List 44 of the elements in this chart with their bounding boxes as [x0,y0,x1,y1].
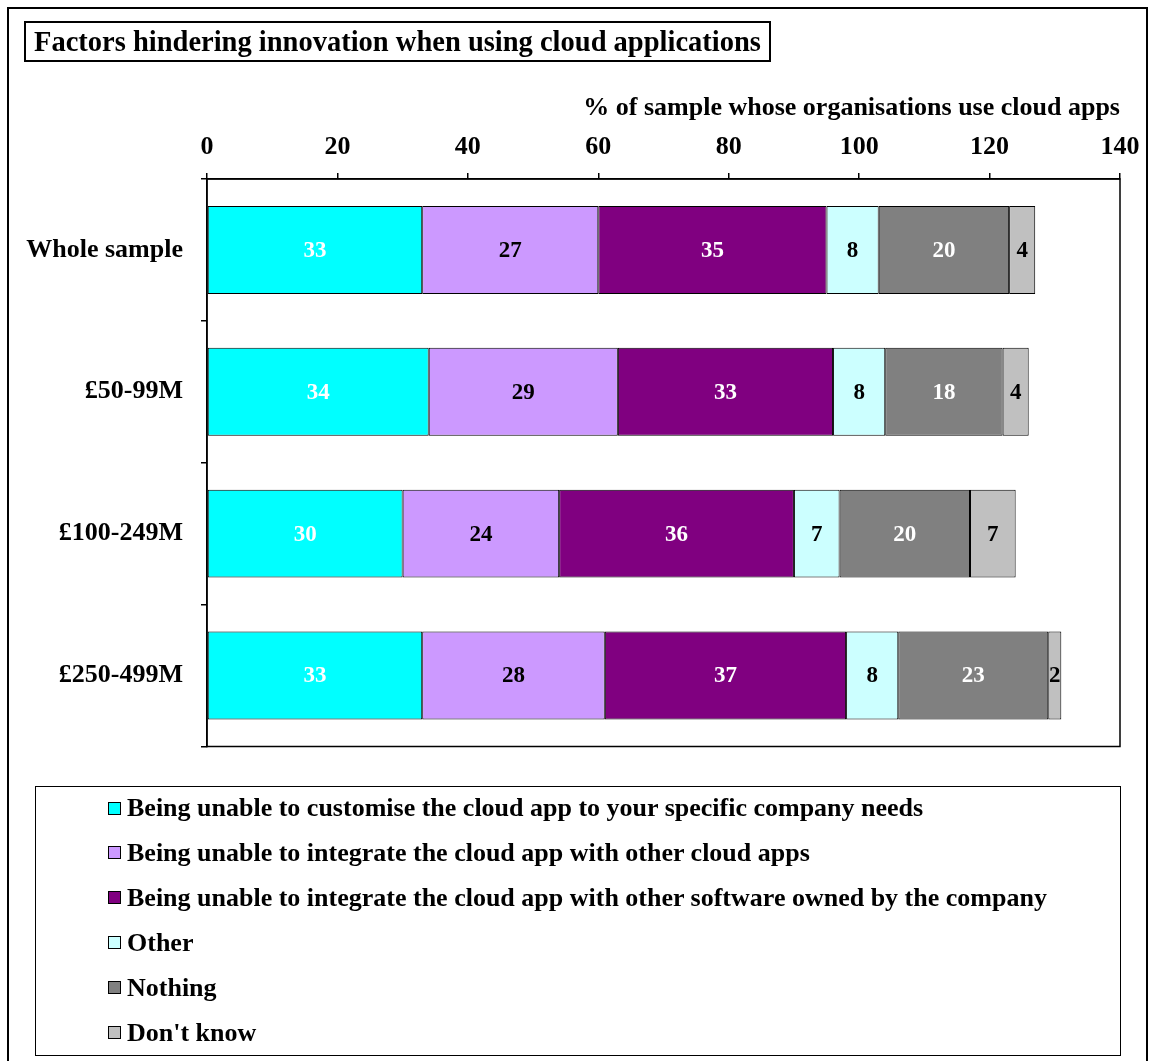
data-label: 20 [932,236,956,262]
data-label: 8 [866,662,878,688]
legend-label: Being unable to integrate the cloud app with other cloud apps [127,837,810,868]
x-tick-label: 20 [324,131,351,161]
data-label: 36 [665,520,689,546]
x-tick-label: 140 [1100,131,1140,161]
data-label: 34 [306,378,331,404]
data-label: 7 [811,520,823,546]
data-label: 7 [987,520,999,546]
data-label: 23 [961,662,985,688]
x-tick-label: 40 [454,131,481,161]
data-label: 30 [293,520,317,546]
y-tick-label: £250-499M [58,659,183,689]
x-tick-label: 60 [585,131,612,161]
data-label: 29 [511,378,535,404]
data-label: 4 [1009,378,1022,404]
legend-label: Being unable to customise the cloud app to your specific company needs [127,793,924,823]
chart-title: Factors hindering innovation when using cloud applications [24,21,771,62]
data-label: 8 [853,378,865,404]
x-axis-title: % of sample whose organisations use cloud apps [583,92,1120,122]
y-tick-label: Whole sample [26,233,183,263]
data-label: 28 [502,662,526,688]
legend-label: Other [127,927,194,958]
data-label: 18 [932,378,956,404]
data-label: 37 [713,662,737,688]
x-tick-label: 120 [970,131,1010,161]
data-label: 24 [469,520,493,546]
data-label: 4 [1016,236,1029,262]
data-label: 27 [498,236,522,262]
data-label: 33 [713,378,737,404]
data-label: 33 [303,662,327,688]
x-tick-label: 0 [200,131,214,161]
data-label: 2 [1049,662,1061,688]
x-tick-label: 80 [715,131,742,161]
data-label: 35 [700,236,724,262]
y-tick-label: £100-249M [58,517,183,547]
data-label: 20 [893,520,917,546]
legend-label: Nothing [127,972,217,1003]
data-label: 8 [846,236,859,262]
data-label: 33 [303,236,327,262]
legend-label: Being unable to integrate the cloud app with other software owned by the company [127,882,1047,913]
legend-label: Don't know [127,1017,257,1048]
x-tick-label: 100 [839,131,879,161]
y-tick-label: £50-99M [84,375,183,405]
